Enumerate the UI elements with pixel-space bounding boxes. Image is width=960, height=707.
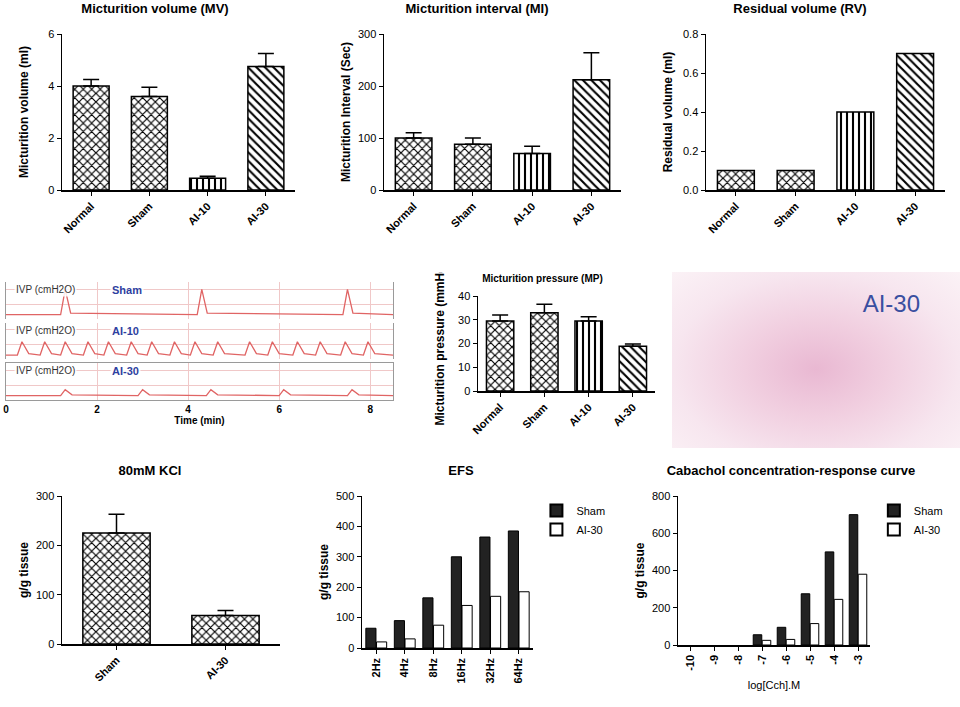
svg-text:32Hz: 32Hz bbox=[484, 657, 496, 683]
svg-text:-5: -5 bbox=[804, 655, 816, 665]
svg-text:Sham: Sham bbox=[125, 200, 155, 230]
svg-text:200: 200 bbox=[652, 602, 670, 614]
svg-text:Micturition Interval (Sec): Micturition Interval (Sec) bbox=[339, 42, 353, 182]
svg-text:Residual volume (ml): Residual volume (ml) bbox=[661, 52, 675, 173]
svg-text:100: 100 bbox=[336, 611, 354, 623]
svg-text:0.4: 0.4 bbox=[683, 106, 698, 118]
svg-text:AI-30: AI-30 bbox=[576, 524, 602, 536]
svg-text:-6: -6 bbox=[780, 655, 792, 665]
svg-text:IVP (cmH2O): IVP (cmH2O) bbox=[16, 284, 75, 295]
svg-text:600: 600 bbox=[652, 527, 670, 539]
svg-text:Normal: Normal bbox=[706, 200, 741, 235]
svg-text:Time (min): Time (min) bbox=[174, 415, 224, 426]
svg-text:AI-30: AI-30 bbox=[112, 365, 139, 377]
svg-text:40: 40 bbox=[458, 290, 470, 302]
svg-text:0: 0 bbox=[3, 404, 9, 415]
svg-text:g/g tissue: g/g tissue bbox=[633, 542, 647, 598]
svg-text:AI-10: AI-10 bbox=[185, 200, 213, 228]
svg-text:8Hz: 8Hz bbox=[427, 657, 439, 677]
svg-text:Sham: Sham bbox=[576, 505, 605, 517]
svg-text:500: 500 bbox=[336, 490, 354, 502]
svg-text:Sham: Sham bbox=[771, 200, 801, 230]
svg-text:0.0: 0.0 bbox=[683, 184, 698, 196]
svg-text:300: 300 bbox=[36, 490, 54, 502]
svg-text:-10: -10 bbox=[684, 655, 696, 671]
svg-text:10: 10 bbox=[458, 361, 470, 373]
svg-text:AI-30: AI-30 bbox=[203, 654, 231, 682]
svg-text:-8: -8 bbox=[732, 655, 744, 665]
svg-text:Normal: Normal bbox=[384, 200, 419, 235]
svg-text:AI-10: AI-10 bbox=[566, 401, 594, 429]
svg-text:2: 2 bbox=[48, 132, 54, 144]
svg-text:g/g tissue: g/g tissue bbox=[317, 544, 331, 600]
svg-text:Sham: Sham bbox=[92, 654, 122, 684]
svg-text:Micturition interval (MI): Micturition interval (MI) bbox=[406, 1, 549, 16]
svg-text:4: 4 bbox=[185, 404, 191, 415]
svg-text:Micturition pressure (MP): Micturition pressure (MP) bbox=[482, 273, 603, 284]
svg-text:Sham: Sham bbox=[914, 505, 943, 517]
svg-text:300: 300 bbox=[358, 28, 376, 40]
svg-text:200: 200 bbox=[358, 80, 376, 92]
svg-text:30: 30 bbox=[458, 314, 470, 326]
svg-text:0: 0 bbox=[48, 184, 54, 196]
svg-text:400: 400 bbox=[336, 520, 354, 532]
svg-text:g/g tissue: g/g tissue bbox=[17, 542, 31, 598]
svg-text:2Hz: 2Hz bbox=[370, 657, 382, 677]
svg-text:EFS: EFS bbox=[448, 463, 474, 478]
svg-text:Sham: Sham bbox=[520, 401, 550, 431]
svg-text:AI-10: AI-10 bbox=[833, 200, 861, 228]
svg-text:16Hz: 16Hz bbox=[455, 657, 467, 683]
svg-text:Cabachol concentration-respons: Cabachol concentration-response curve bbox=[667, 463, 916, 478]
svg-text:0: 0 bbox=[370, 184, 376, 196]
svg-text:-9: -9 bbox=[708, 655, 720, 665]
svg-text:Micturition pressure (mmHg): Micturition pressure (mmHg) bbox=[433, 272, 447, 426]
svg-text:6: 6 bbox=[48, 28, 54, 40]
svg-text:20: 20 bbox=[458, 337, 470, 349]
svg-text:IVP (cmH2O): IVP (cmH2O) bbox=[16, 365, 75, 376]
svg-text:100: 100 bbox=[36, 589, 54, 601]
svg-text:800: 800 bbox=[652, 490, 670, 502]
svg-text:0: 0 bbox=[664, 639, 670, 651]
html-text:AI-30: AI-30 bbox=[862, 290, 920, 317]
svg-text:100: 100 bbox=[358, 132, 376, 144]
svg-text:0.8: 0.8 bbox=[683, 28, 698, 40]
svg-text:AI-10: AI-10 bbox=[112, 325, 139, 337]
svg-text:Micturition volume (ml): Micturition volume (ml) bbox=[17, 46, 31, 178]
svg-text:AI-30: AI-30 bbox=[914, 524, 940, 536]
svg-text:0: 0 bbox=[348, 642, 354, 654]
svg-text:Residual volume (RV): Residual volume (RV) bbox=[733, 1, 866, 16]
svg-text:0.6: 0.6 bbox=[683, 67, 698, 79]
svg-text:300: 300 bbox=[336, 551, 354, 563]
svg-text:log[Cch].M: log[Cch].M bbox=[748, 679, 801, 691]
svg-text:400: 400 bbox=[652, 564, 670, 576]
svg-text:Sham: Sham bbox=[449, 200, 479, 230]
svg-text:2: 2 bbox=[94, 404, 100, 415]
svg-text:0: 0 bbox=[464, 385, 470, 397]
svg-text:Micturition volume (MV): Micturition volume (MV) bbox=[81, 1, 228, 16]
svg-text:200: 200 bbox=[36, 539, 54, 551]
svg-text:IVP (cmH2O): IVP (cmH2O) bbox=[16, 325, 75, 336]
svg-text:64Hz: 64Hz bbox=[512, 657, 524, 683]
svg-text:AI-30: AI-30 bbox=[244, 200, 272, 228]
svg-text:80mM KCl: 80mM KCl bbox=[119, 463, 182, 478]
svg-text:0.2: 0.2 bbox=[683, 145, 698, 157]
svg-text:4: 4 bbox=[48, 80, 54, 92]
svg-text:6: 6 bbox=[276, 404, 282, 415]
svg-text:AI-30: AI-30 bbox=[569, 200, 597, 228]
svg-text:AI-30: AI-30 bbox=[893, 200, 921, 228]
svg-text:4Hz: 4Hz bbox=[398, 657, 410, 677]
svg-text:8: 8 bbox=[367, 404, 373, 415]
svg-text:AI-30: AI-30 bbox=[611, 401, 639, 429]
svg-text:Normal: Normal bbox=[61, 200, 96, 235]
svg-text:-3: -3 bbox=[852, 655, 864, 665]
svg-text:Normal: Normal bbox=[470, 401, 505, 436]
svg-text:-4: -4 bbox=[828, 654, 840, 665]
svg-text:AI-10: AI-10 bbox=[510, 200, 538, 228]
svg-text:0: 0 bbox=[48, 638, 54, 650]
svg-text:200: 200 bbox=[336, 581, 354, 593]
svg-text:-7: -7 bbox=[756, 655, 768, 665]
svg-text:Sham: Sham bbox=[112, 284, 142, 296]
